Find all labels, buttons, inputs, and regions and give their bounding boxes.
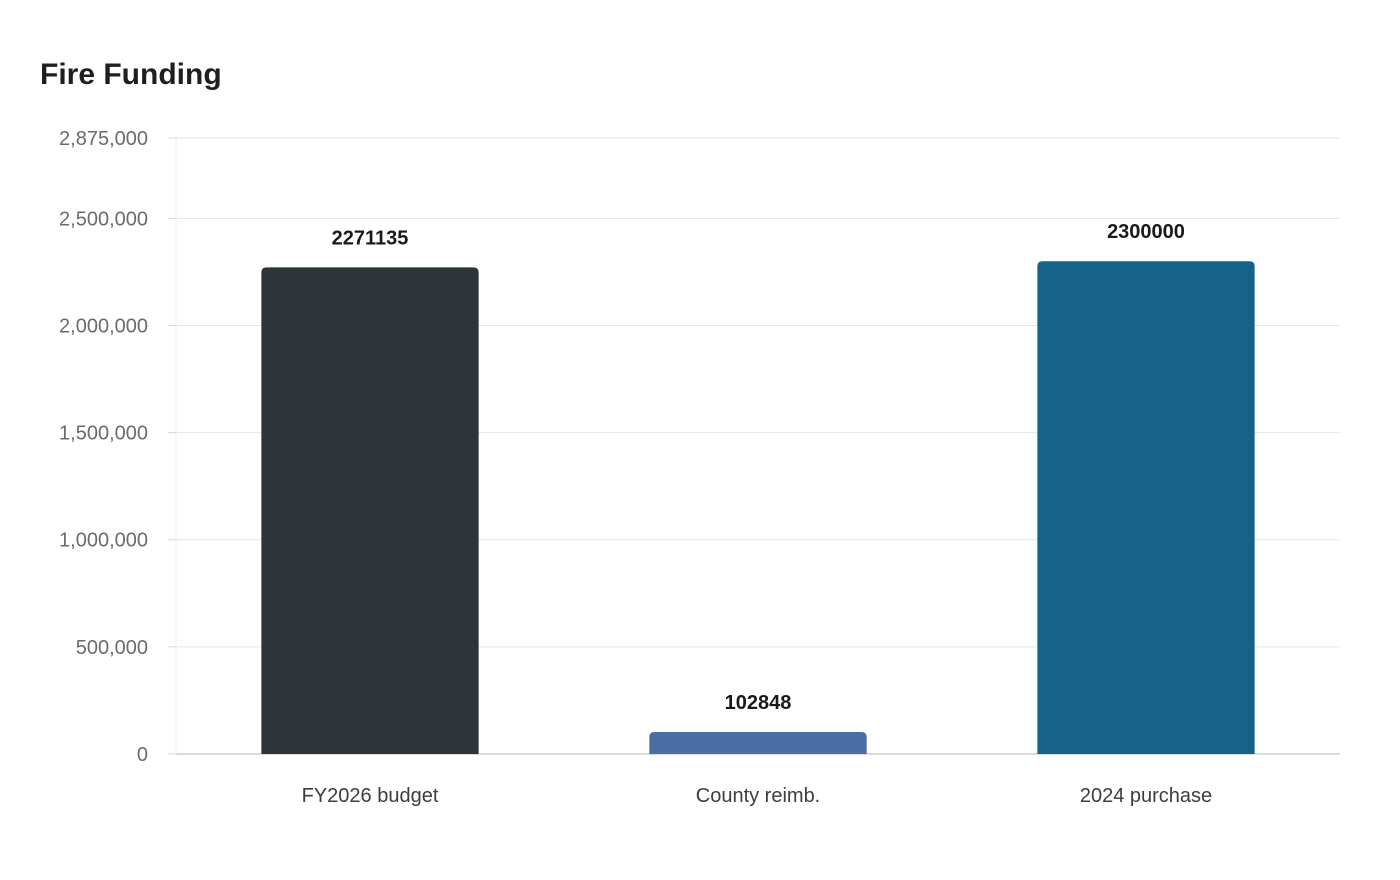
x-tick-label: FY2026 budget: [302, 785, 439, 807]
data-label: 2300000: [1107, 221, 1185, 243]
y-tick-label: 500,000: [76, 637, 148, 659]
data-label: 2271135: [332, 227, 409, 249]
bar: [649, 731, 867, 754]
chart-title: Fire Funding: [40, 58, 222, 91]
x-tick-label: 2024 purchase: [1080, 785, 1212, 807]
y-tick-label: 1,000,000: [59, 530, 148, 552]
y-tick-label: 2,500,000: [59, 208, 148, 230]
y-tick-label: 1,500,000: [59, 423, 148, 445]
y-tick-label: 2,000,000: [59, 315, 148, 337]
bar: [1037, 261, 1255, 754]
y-tick-label: 2,875,000: [59, 128, 148, 150]
x-tick-labels: FY2026 budget County reimb. 2024 purchase: [302, 785, 1213, 807]
y-tick-label: 0: [137, 744, 148, 766]
data-labels: 2271135 102848 2300000: [332, 221, 1185, 714]
bars: [261, 261, 1255, 754]
y-tick-labels: 0 500,000 1,000,000 1,500,000 2,000,000 2,500…: [59, 128, 148, 766]
bar: [261, 267, 479, 754]
x-tick-label: County reimb.: [696, 785, 821, 807]
data-label: 102848: [725, 692, 792, 714]
